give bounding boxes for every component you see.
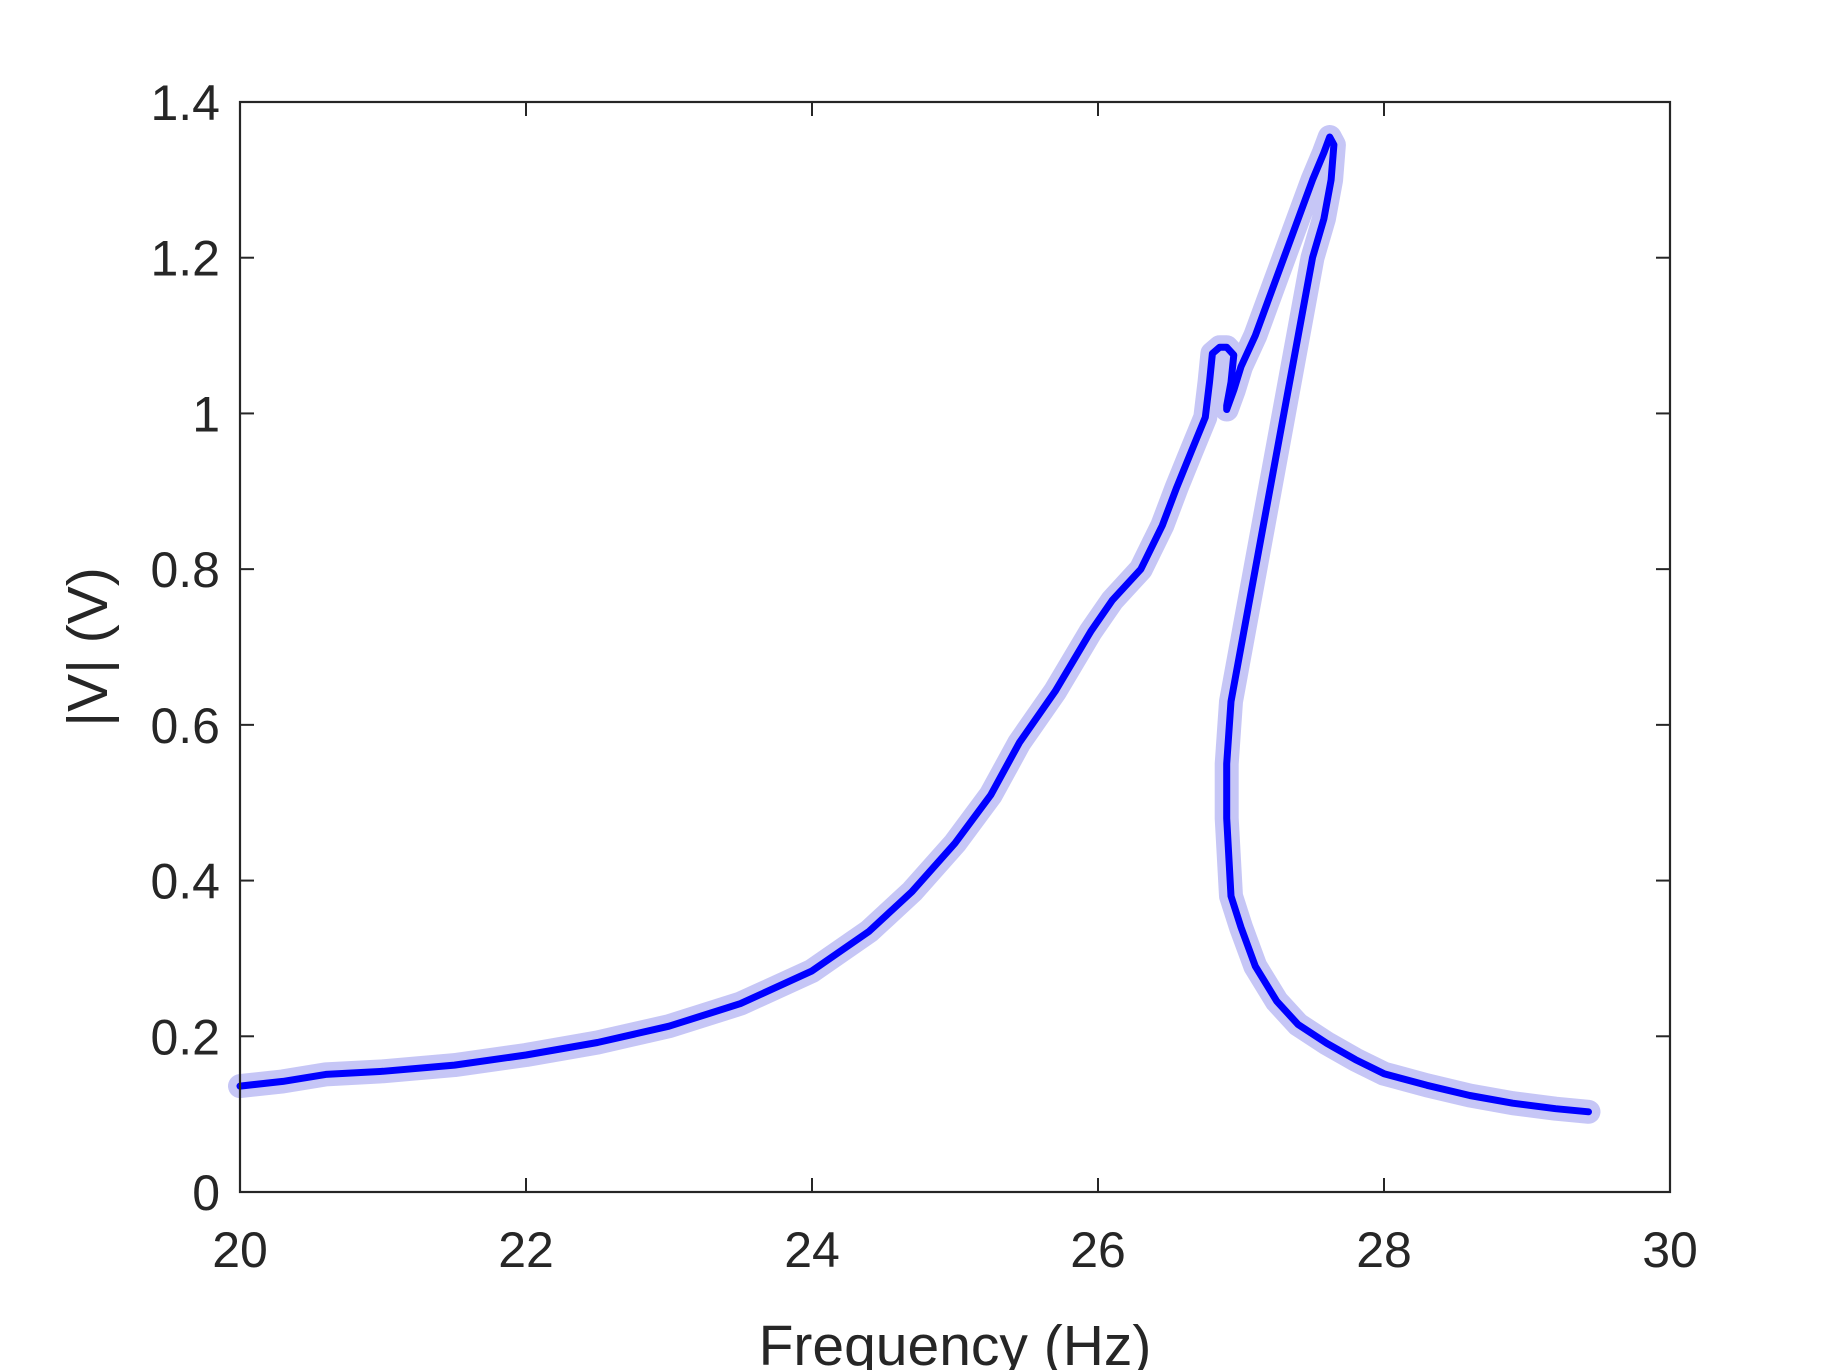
y-tick-label: 0.8 [150,542,220,598]
y-tick-label: 1 [192,386,220,442]
x-tick-label: 26 [1070,1222,1126,1278]
series-line [236,133,1592,1116]
plot-area [240,102,1670,1192]
y-tick-label: 0 [192,1165,220,1221]
y-tick-label: 0.6 [150,698,220,754]
response-curve [236,133,1592,1116]
x-tick-label: 28 [1356,1222,1412,1278]
y-axis-label: |V| (V) [56,567,120,726]
y-tick-label: 0.4 [150,854,220,910]
x-tick-label: 30 [1642,1222,1698,1278]
y-tick-label: 1.4 [150,75,220,131]
y-tick-label: 1.2 [150,231,220,287]
y-tick-label: 0.2 [150,1009,220,1065]
x-tick-label: 24 [784,1222,840,1278]
x-axis-label: Frequency (Hz) [759,1314,1152,1370]
y-tick-labels: 0 0.2 0.4 0.6 0.8 1 1.2 1.4 [150,75,220,1221]
axis-ticks [239,101,1671,1193]
x-tick-label: 22 [498,1222,554,1278]
x-tick-labels: 20 22 24 26 28 30 [212,1222,1698,1278]
axes-box [238,100,1672,1194]
x-tick-label: 20 [212,1222,268,1278]
